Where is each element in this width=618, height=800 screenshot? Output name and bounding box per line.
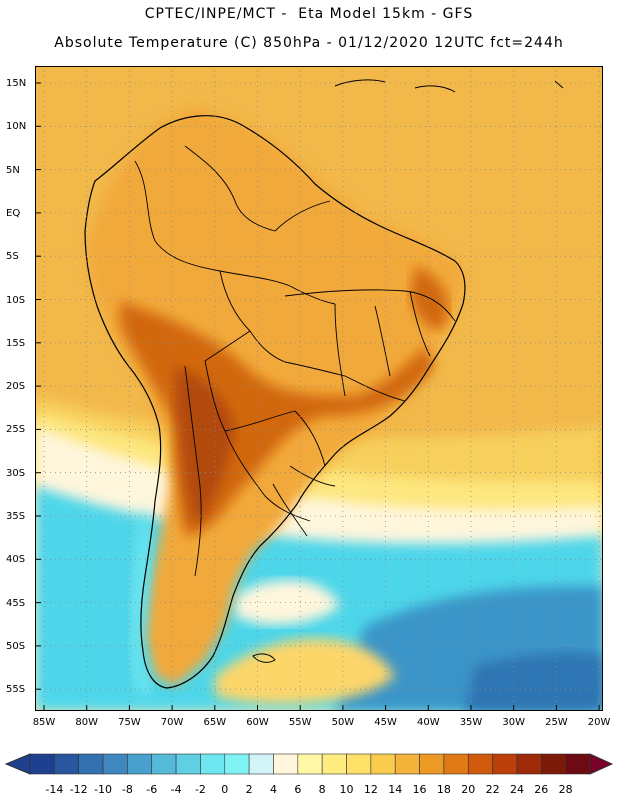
latitude-label: 15N: [6, 78, 27, 89]
chart-title-line-1: CPTEC/INPE/MCT - Eta Model 15km - GFS: [144, 6, 474, 22]
colorbar-label: 2: [245, 783, 253, 796]
colorbar-label: 8: [318, 783, 326, 796]
colorbar-swatch: [370, 753, 396, 775]
latitude-label: 20S: [6, 381, 26, 393]
colorbar-label: -4: [170, 783, 182, 796]
longitude-label: 35W: [459, 717, 483, 728]
latitude-label: 10S: [6, 294, 26, 306]
colorbar-swatch: [224, 753, 250, 775]
colorbar-label: 12: [363, 783, 378, 796]
longitude-label: 60W: [246, 717, 269, 728]
longitude-label: 30W: [502, 717, 525, 728]
caribbean-islands: [334, 79, 564, 93]
colorbar-swatch: [102, 753, 128, 775]
latitude-label: 40S: [6, 554, 26, 566]
field-deep-band: [465, 653, 603, 711]
colorbar-label: 6: [294, 783, 302, 796]
colorbar-swatch: [492, 753, 518, 775]
latitude-label: 35S: [6, 511, 26, 522]
colorbar-max-arrow: [589, 753, 614, 775]
colorbar-min-arrow: [4, 753, 31, 775]
colorbar-swatch: [273, 753, 299, 775]
colorbar-swatch: [565, 753, 591, 775]
colorbar-label: 0: [221, 783, 229, 796]
longitude-label: 40W: [416, 717, 440, 728]
latitude-label: 25S: [6, 424, 26, 436]
colorbar-swatch: [175, 753, 201, 775]
axis-ticks: [35, 82, 600, 711]
latitude-label: 50S: [6, 640, 26, 652]
latitude-label: 10N: [6, 121, 27, 133]
colorbar-swatch: [29, 753, 55, 775]
field-cream-pocket: [235, 579, 340, 625]
colorbar-label: -10: [94, 783, 113, 796]
colorbar-label: 28: [558, 783, 573, 796]
latitude-label: 30S: [6, 467, 26, 479]
colorbar-swatch: [443, 753, 469, 775]
colorbar-label: 14: [388, 783, 403, 796]
colorbar-swatch: [297, 753, 323, 775]
colorbar-swatch: [346, 753, 372, 775]
colorbar-swatch: [78, 753, 104, 775]
colorbar-swatch: [248, 753, 274, 775]
colorbar-label: -2: [194, 783, 206, 796]
temperature-map: [35, 66, 603, 711]
colorbar-swatch: [151, 753, 177, 775]
colorbar-label: 22: [485, 783, 500, 796]
colorbar-swatch: [419, 753, 445, 775]
colorbar-label: 18: [436, 783, 451, 796]
chart-title-line-2: Absolute Temperature (C) 850hPa - 01/12/…: [54, 35, 564, 51]
falkland-islands: [252, 653, 276, 663]
colorbar-label: 4: [269, 783, 277, 796]
field-warm-pocket: [215, 638, 395, 705]
colorbar-swatch: [394, 753, 420, 775]
colorbar-swatch: [127, 753, 153, 775]
longitude-label: 20W: [587, 717, 611, 728]
latitude-label: EQ: [6, 207, 21, 219]
colorbar-swatch: [200, 753, 226, 775]
coastline: [84, 115, 466, 689]
latitude-label: 45S: [6, 597, 26, 609]
colorbar-swatch: [516, 753, 542, 775]
hot-northeast: [410, 266, 449, 329]
longitude-label: 80W: [75, 717, 98, 728]
colorbar-label: 10: [339, 783, 354, 796]
longitude-label: 75W: [118, 717, 141, 728]
colorbar-label: 24: [509, 783, 524, 796]
colorbar-label: 20: [461, 783, 476, 796]
colorbar-label: -14: [45, 783, 64, 796]
latitude-label: 5N: [6, 164, 20, 176]
latitude-label: 55S: [6, 684, 26, 696]
longitude-label: 55W: [288, 717, 312, 728]
colorbar-swatch: [541, 753, 566, 775]
colorbar-swatch: [54, 753, 79, 775]
colorbar-label: -6: [146, 783, 158, 796]
longitude-label: 70W: [160, 717, 184, 728]
colorbar-label: 26: [534, 783, 549, 796]
latitude-label: 5S: [6, 251, 19, 263]
longitude-label: 50W: [331, 717, 355, 728]
temperature-colorbar: [4, 753, 614, 775]
longitude-label: 65W: [203, 717, 227, 728]
colorbar-swatch: [321, 753, 347, 775]
latitude-label: 15S: [6, 337, 26, 349]
longitude-label: 45W: [374, 717, 397, 728]
longitude-label: 25W: [545, 717, 568, 728]
colorbar-swatch: [467, 753, 493, 775]
country-borders: [134, 145, 456, 577]
longitude-label: 85W: [32, 717, 56, 728]
colorbar-label: -12: [69, 783, 88, 796]
colorbar-label: -8: [121, 783, 133, 796]
colorbar-label: 16: [412, 783, 427, 796]
